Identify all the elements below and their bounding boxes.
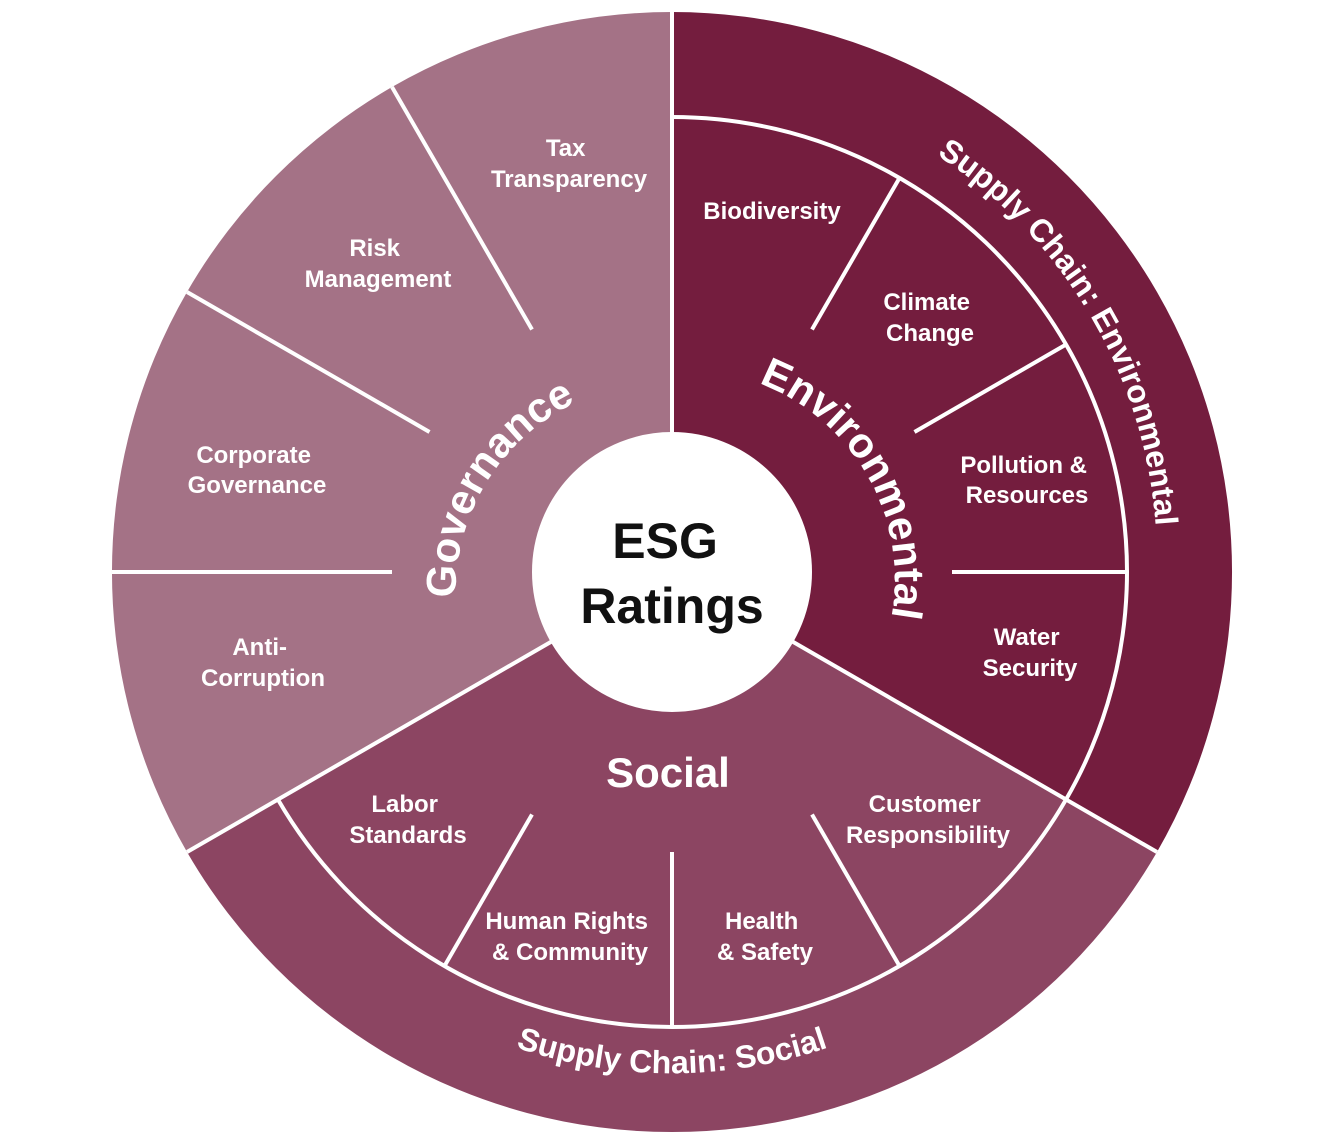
- divider-social-segment-3: [442, 813, 534, 968]
- divider-governance-segment-3: [390, 86, 534, 331]
- segment-human-rights-community: Human Rights & Community: [485, 908, 654, 966]
- center-title-line-2: Ratings: [580, 578, 763, 634]
- segment-risk-management: Risk Management: [305, 235, 452, 293]
- governance-sector: [111, 12, 673, 852]
- segment-corporate-governance: Corporate Governance: [188, 442, 327, 499]
- environmental-sector: [672, 117, 1127, 800]
- center-title: ESG Ratings: [580, 513, 763, 634]
- segment-labor-standards: Labor Standards: [349, 791, 466, 849]
- segment-anti-corruption: Anti- Corruption: [201, 634, 325, 692]
- wheel-shapes: [111, 11, 1233, 1133]
- segment-biodiversity: Biodiversity: [703, 198, 841, 225]
- social-pillar-label: Social: [606, 749, 730, 796]
- divider-environmental-segment-2: [913, 342, 1068, 434]
- segment-tax-transparency: Tax Transparency: [491, 135, 648, 193]
- segment-pollution-resources: Pollution & Resources: [960, 452, 1093, 509]
- divider-social-governance: [186, 639, 554, 854]
- divider-governance-segment-2: [186, 290, 431, 434]
- segment-water-security: Water Security: [983, 624, 1078, 682]
- segment-climate-change: Climate Change: [883, 289, 976, 347]
- segment-customer-responsibility: Customer Responsibility: [846, 791, 1011, 849]
- segment-health-safety: Health & Safety: [717, 908, 814, 966]
- center-title-line-1: ESG: [612, 513, 718, 569]
- divider-environmental-social: [790, 639, 1158, 854]
- divider-environmental-segment-1: [810, 176, 902, 331]
- social-sector: [278, 641, 1066, 1027]
- divider-social-segment-1: [810, 813, 902, 968]
- center-circle: [532, 432, 812, 712]
